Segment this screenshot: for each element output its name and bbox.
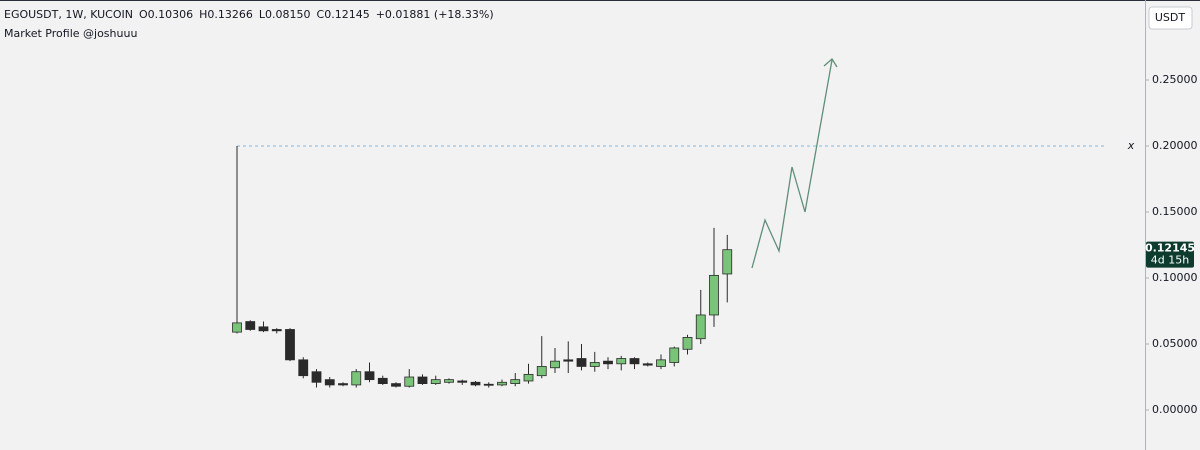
horizontal-line-label: x <box>1127 139 1135 152</box>
legend-value: +0.01881 (+18.33%) <box>376 8 494 21</box>
candle-body <box>629 358 640 365</box>
candle-body <box>510 379 521 385</box>
candle-body <box>298 359 309 377</box>
legend-value: O0.10306 <box>139 8 193 21</box>
candle-body <box>709 274 719 316</box>
candle-body <box>669 347 680 363</box>
y-tick-label: 0.05000 <box>1152 337 1198 350</box>
y-tick-label: 0.10000 <box>1152 271 1198 284</box>
candle-body <box>523 373 534 382</box>
y-tick-label: 0.25000 <box>1152 73 1198 86</box>
candle-body <box>497 381 507 386</box>
candle-body <box>285 329 295 361</box>
candle-body <box>576 358 587 367</box>
candle-body <box>536 366 547 377</box>
y-tick-label: 0.15000 <box>1152 205 1198 218</box>
candle-body <box>430 379 441 385</box>
candle-body <box>695 314 706 340</box>
candle-body <box>391 383 401 387</box>
candle-body <box>271 329 282 332</box>
candle-body <box>232 322 242 333</box>
currency-label: USDT <box>1155 11 1186 24</box>
candle-body <box>682 337 693 350</box>
candle-body <box>417 376 428 385</box>
candle-body <box>364 371 375 381</box>
projection-path <box>751 59 833 269</box>
ohlc-legend: O0.10306 H0.13266 L0.08150 C0.12145 +0.01881… <box>139 8 494 21</box>
candle-body <box>324 379 335 386</box>
candle-body <box>589 362 600 367</box>
candle-body <box>311 371 322 383</box>
legend-value: C0.12145 <box>317 8 370 21</box>
chart-title: EGOUSDT, 1W, KUCOIN <box>4 8 133 21</box>
currency-button[interactable] <box>1148 6 1193 30</box>
candle-body <box>377 377 388 385</box>
candle-body <box>444 379 454 383</box>
candle-body <box>338 383 348 386</box>
candle-body <box>656 359 666 367</box>
y-tick-label: 0.20000 <box>1152 139 1198 152</box>
candle-body <box>470 381 481 386</box>
candle-body <box>404 376 415 387</box>
last-price-badge <box>1146 241 1194 268</box>
candle-body <box>457 380 468 383</box>
candle-body <box>351 371 362 386</box>
projection-arrowhead <box>823 58 838 68</box>
countdown-label: 4d 15h <box>1151 254 1189 267</box>
candle-body <box>550 360 560 369</box>
candle-body <box>245 321 256 330</box>
last-price-label: 0.12145 <box>1145 242 1195 255</box>
candle-body <box>722 249 733 275</box>
indicator-label: Market Profile @joshuuu <box>4 27 137 40</box>
candle-body <box>616 358 627 365</box>
candle-body <box>642 363 653 366</box>
candle-body <box>258 326 269 332</box>
candle-body <box>563 359 574 362</box>
y-tick-label: 0.00000 <box>1152 403 1198 416</box>
legend-value: L0.08150 <box>259 8 311 21</box>
legend-value: H0.13266 <box>199 8 253 21</box>
candle-body <box>603 360 613 365</box>
candle-body <box>483 383 494 386</box>
